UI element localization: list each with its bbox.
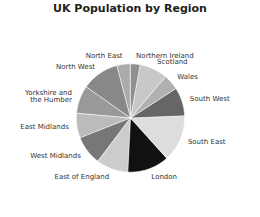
svg-text:South East: South East [188, 138, 226, 146]
svg-text:North East: North East [86, 52, 123, 60]
svg-text:West Midlands: West Midlands [30, 152, 81, 160]
svg-text:South West: South West [190, 95, 230, 103]
svg-text:East of England: East of England [54, 173, 109, 181]
svg-text:East Midlands: East Midlands [20, 123, 69, 131]
svg-text:Wales: Wales [177, 73, 198, 81]
svg-text:London: London [151, 173, 177, 181]
html-text:UK Population by Region: UK Population by Region [53, 2, 207, 15]
svg-text:Scotland: Scotland [157, 57, 188, 66]
svg-text:Northern Ireland: Northern Ireland [136, 52, 194, 60]
svg-text:North West: North West [56, 63, 95, 71]
svg-text:Yorkshire andthe Humber: Yorkshire andthe Humber [24, 89, 72, 104]
